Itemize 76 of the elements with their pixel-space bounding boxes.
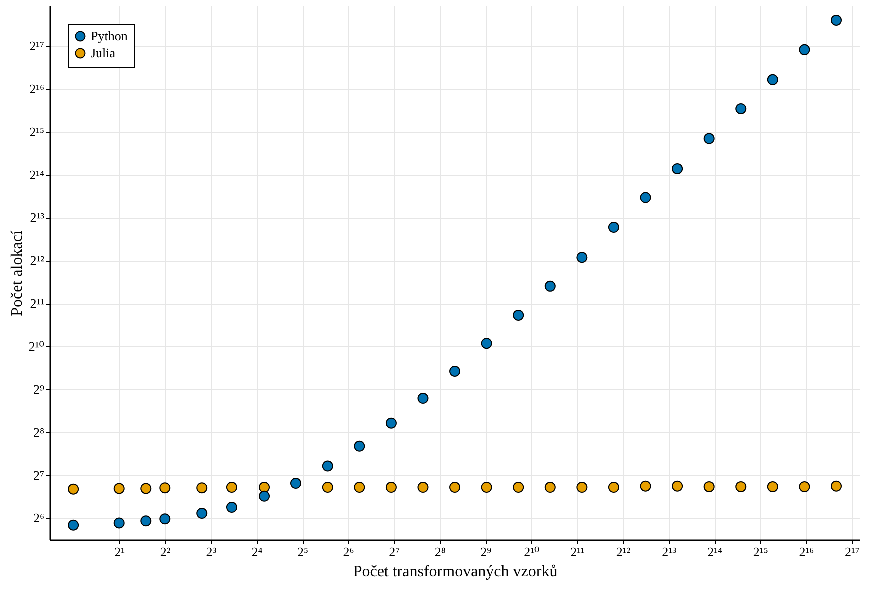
point <box>704 481 715 492</box>
point <box>450 366 461 377</box>
x-tick-label: 2⁹ <box>480 544 492 560</box>
point <box>736 481 747 492</box>
y-tick-label: 2¹⁶ <box>30 81 44 96</box>
y-tick-label: 2¹⁷ <box>30 38 44 54</box>
point <box>354 482 366 494</box>
point <box>386 418 397 429</box>
y-tick-label: 2⁹ <box>33 382 45 397</box>
point <box>830 480 842 492</box>
x-tick-label: 2¹⁶ <box>799 544 814 560</box>
point <box>322 460 334 472</box>
point <box>830 14 842 26</box>
x-tick-label: 2¹⁷ <box>845 544 860 560</box>
point <box>322 482 334 494</box>
point <box>481 338 492 350</box>
x-tick-label: 2² <box>160 544 171 560</box>
y-tick-label: 2⁷ <box>33 468 44 483</box>
x-tick-label: 2³ <box>206 544 217 560</box>
x-tick-label: 2⁸ <box>434 544 446 560</box>
point <box>196 482 208 494</box>
point <box>736 103 747 114</box>
point <box>226 482 238 494</box>
point <box>544 482 556 494</box>
point <box>767 481 778 492</box>
x-axis-title: Počet transformovaných vzorků <box>353 564 558 580</box>
y-tick-label: 2¹⁵ <box>30 124 44 140</box>
point <box>608 482 620 494</box>
point <box>672 480 684 492</box>
point <box>259 490 270 502</box>
point <box>259 482 270 494</box>
x-tick-label: 2⁵ <box>297 544 309 560</box>
point <box>450 482 461 494</box>
x-tick-label: 2¹² <box>616 544 631 560</box>
point <box>767 74 778 86</box>
x-tick-label: 2¹¹ <box>570 544 585 560</box>
point <box>68 484 80 495</box>
point <box>354 440 366 452</box>
x-tick-label: 2¹⁰ <box>524 544 540 560</box>
x-tick-label: 2¹⁵ <box>753 544 768 560</box>
point <box>196 508 208 520</box>
point <box>576 252 588 264</box>
point <box>68 520 80 531</box>
point <box>672 163 684 174</box>
point <box>481 482 492 494</box>
point <box>799 481 810 492</box>
point <box>640 192 652 204</box>
y-tick-label: 2⁸ <box>33 424 45 440</box>
point <box>799 44 810 56</box>
point <box>513 310 524 321</box>
point <box>386 482 397 494</box>
legend-label: Python <box>91 28 128 44</box>
point <box>226 502 238 514</box>
y-tick-label: 2¹³ <box>30 210 45 226</box>
point <box>513 482 524 494</box>
x-tick-label: 2¹³ <box>662 544 677 560</box>
point <box>576 482 588 494</box>
x-tick-label: 2¹ <box>114 544 126 560</box>
y-tick-label: 2¹¹ <box>30 296 45 312</box>
point <box>704 133 715 144</box>
point <box>640 480 652 492</box>
y-axis-title: Počet alokací <box>8 230 26 316</box>
x-tick-label: 2⁷ <box>389 544 400 560</box>
y-tick-label: 2¹² <box>30 253 45 268</box>
x-tick-label: 2⁶ <box>343 544 354 560</box>
point <box>418 482 429 494</box>
point <box>418 393 429 404</box>
y-tick-label: 2¹⁴ <box>30 167 45 182</box>
y-tick-label: 2¹⁰ <box>28 338 44 354</box>
y-tick-label: 2⁶ <box>33 510 44 526</box>
point <box>290 478 302 490</box>
legend-label: Julia <box>91 46 116 60</box>
point <box>544 280 556 292</box>
x-tick-label: 2¹⁴ <box>708 544 724 560</box>
x-tick-label: 2⁴ <box>252 544 264 560</box>
point <box>608 222 620 234</box>
